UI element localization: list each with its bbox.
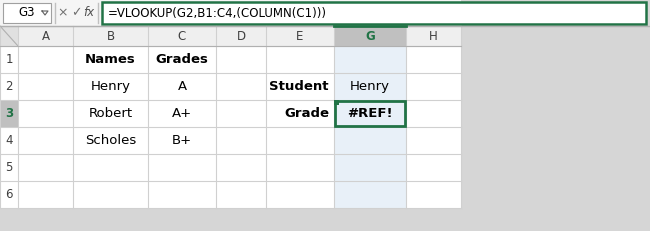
Text: ×: ×	[58, 6, 68, 19]
Text: D: D	[237, 30, 246, 43]
Text: H: H	[429, 30, 438, 43]
Bar	[102, 2, 646, 24]
Bar	[0, 26, 461, 46]
Text: Names: Names	[85, 53, 136, 66]
Text: 6: 6	[5, 188, 13, 201]
Text: Henry: Henry	[350, 80, 390, 93]
Bar	[0, 0, 650, 26]
Text: 1: 1	[5, 53, 13, 66]
Bar	[334, 26, 406, 46]
Text: Henry: Henry	[90, 80, 131, 93]
Text: =VLOOKUP(G2,B1:C4,(COLUMN(C1))): =VLOOKUP(G2,B1:C4,(COLUMN(C1)))	[108, 6, 327, 19]
Text: G: G	[365, 30, 375, 43]
Bar	[0, 26, 18, 46]
Text: ✓: ✓	[71, 6, 81, 19]
Text: Grades: Grades	[155, 53, 209, 66]
Text: A: A	[177, 80, 187, 93]
Text: 4: 4	[5, 134, 13, 147]
Text: Scholes: Scholes	[85, 134, 136, 147]
Text: C: C	[178, 30, 186, 43]
Text: G3: G3	[19, 6, 35, 19]
Bar	[3, 3, 51, 23]
Bar	[334, 46, 406, 208]
Bar	[461, 0, 650, 231]
Text: 3: 3	[5, 107, 13, 120]
Text: B+: B+	[172, 134, 192, 147]
Bar	[334, 100, 339, 105]
Text: #REF!: #REF!	[347, 107, 393, 120]
Text: Grade: Grade	[284, 107, 329, 120]
Text: A: A	[42, 30, 49, 43]
Text: E: E	[296, 30, 304, 43]
Text: Student: Student	[270, 80, 329, 93]
Text: Robert: Robert	[88, 107, 133, 120]
Bar	[0, 100, 18, 127]
Bar	[0, 26, 461, 208]
Text: 2: 2	[5, 80, 13, 93]
Text: A+: A+	[172, 107, 192, 120]
Bar	[335, 101, 405, 126]
Text: B: B	[107, 30, 114, 43]
Text: 5: 5	[5, 161, 13, 174]
Text: fx: fx	[83, 6, 94, 19]
